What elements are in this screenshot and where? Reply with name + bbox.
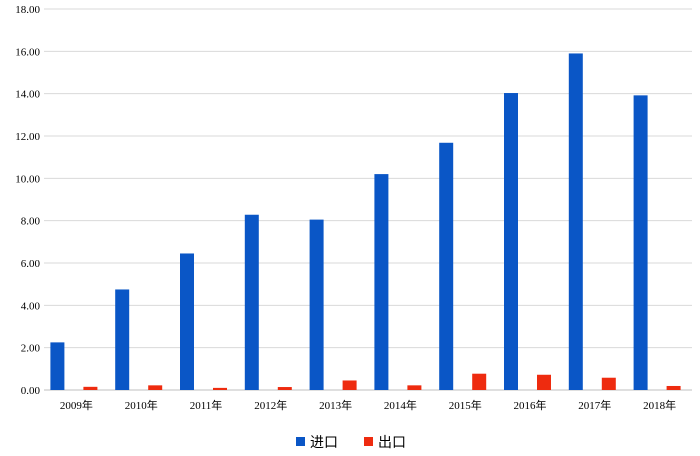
bar-import [633, 95, 648, 391]
bar-export [472, 373, 487, 390]
legend-swatch [296, 437, 305, 446]
bar-export [148, 385, 163, 390]
x-tick-label: 2016年 [514, 398, 547, 412]
bar-export [601, 377, 616, 390]
bar-import [115, 289, 130, 390]
bar-export [666, 385, 681, 390]
bar-import [244, 214, 259, 390]
bar-import [309, 219, 324, 390]
y-tick-label: 2.00 [21, 343, 41, 355]
bar-import [50, 342, 65, 390]
y-tick-label: 8.00 [21, 216, 41, 228]
x-tick-label: 2014年 [384, 398, 417, 412]
x-tick-label: 2009年 [60, 398, 93, 412]
x-tick-label: 2010年 [125, 398, 158, 412]
y-tick-label: 16.00 [15, 46, 40, 58]
legend-label: 进口 [310, 435, 338, 451]
x-tick-label: 2011年 [190, 398, 223, 412]
bar-import [568, 53, 583, 390]
legend-swatch [364, 437, 373, 446]
x-axis: 2009年 2010年 2011年 2012年 2013年 2014年 2015年 2016年… [60, 398, 676, 412]
y-tick-label: 18.00 [15, 4, 40, 16]
x-tick-label: 2013年 [319, 398, 352, 412]
y-tick-label: 0.00 [21, 385, 41, 397]
y-tick-label: 12.00 [15, 131, 40, 143]
x-tick-label: 2017年 [578, 398, 611, 412]
bar-export [83, 386, 98, 390]
bar-import [504, 93, 518, 390]
legend-label: 出口 [378, 435, 406, 451]
y-tick-label: 10.00 [15, 173, 40, 185]
bar-export [407, 385, 422, 390]
bar-export [277, 387, 292, 390]
bar-export [213, 387, 227, 390]
bar-import [180, 253, 194, 390]
bars [50, 53, 681, 391]
bar-import [374, 174, 389, 390]
bar-import [439, 142, 454, 390]
x-tick-label: 2012年 [254, 398, 287, 412]
x-tick-label: 2018年 [643, 398, 676, 412]
gridlines [44, 8, 692, 391]
legend: 进口 出口 [296, 435, 406, 451]
bar-export [537, 374, 551, 390]
bar-export [342, 380, 357, 390]
y-tick-label: 6.00 [21, 258, 41, 270]
y-axis: 0.00 2.00 4.00 6.00 8.00 10.00 12.00 14.00 16.00… [15, 4, 40, 397]
y-tick-label: 4.00 [21, 300, 41, 312]
y-tick-label: 14.00 [15, 89, 40, 101]
x-tick-label: 2015年 [449, 398, 482, 412]
